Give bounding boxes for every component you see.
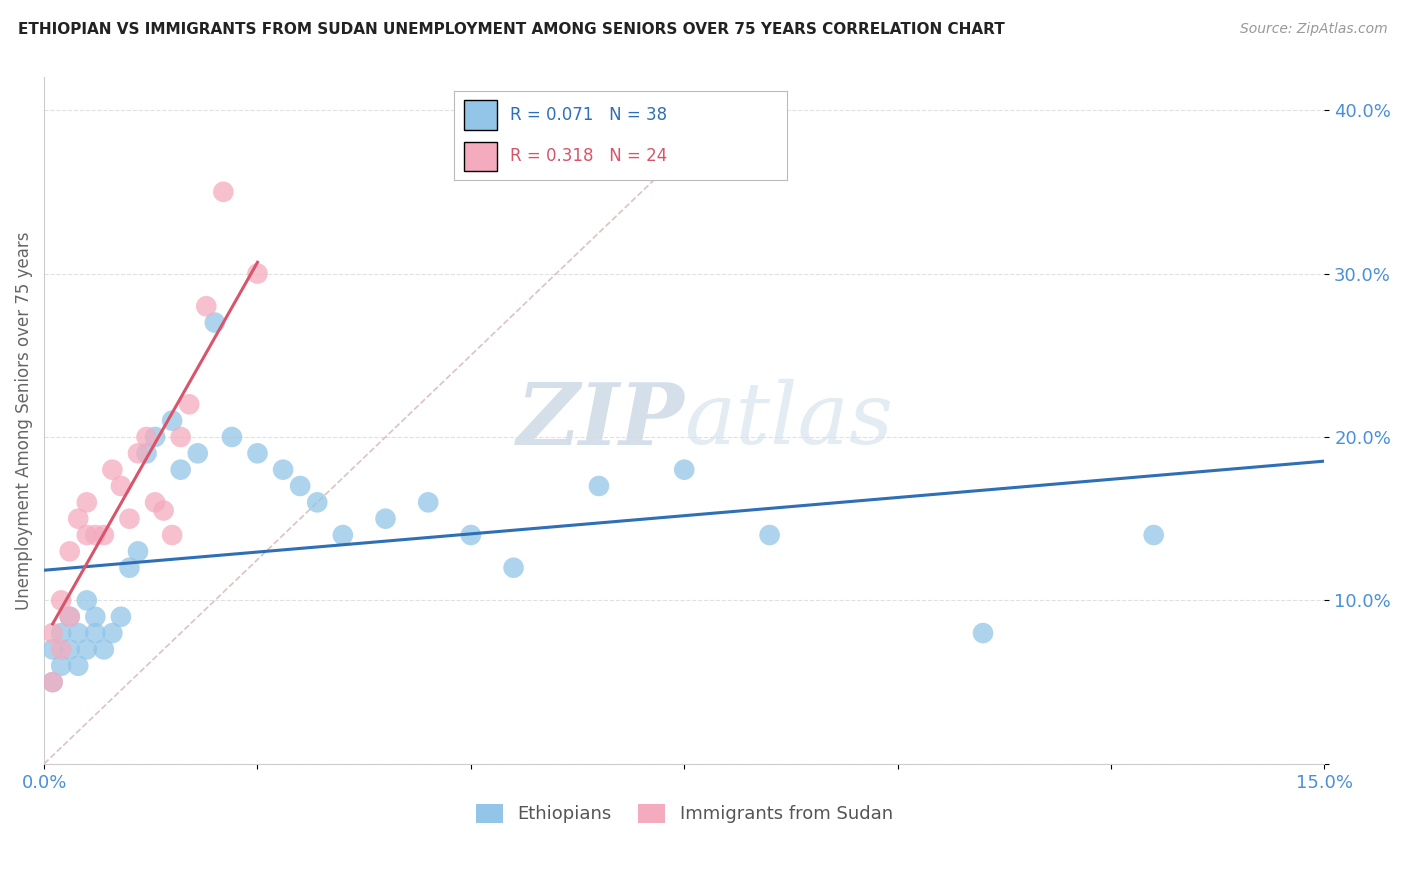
Point	[76, 642, 98, 657]
Point	[41, 642, 63, 657]
Text: Source: ZipAtlas.com: Source: ZipAtlas.com	[1240, 22, 1388, 37]
Point	[170, 463, 193, 477]
Point	[374, 511, 396, 525]
Point	[84, 609, 107, 624]
Point	[502, 560, 524, 574]
Point	[972, 626, 994, 640]
Point	[76, 495, 98, 509]
Legend: Ethiopians, Immigrants from Sudan: Ethiopians, Immigrants from Sudan	[475, 804, 893, 823]
Point	[758, 528, 780, 542]
Point	[41, 675, 63, 690]
Point	[135, 446, 157, 460]
Point	[51, 626, 73, 640]
Point	[170, 430, 193, 444]
Point	[101, 463, 124, 477]
Point	[67, 658, 90, 673]
Point	[59, 544, 82, 558]
Point	[135, 430, 157, 444]
Point	[1143, 528, 1166, 542]
Point	[212, 185, 235, 199]
Point	[127, 544, 149, 558]
Point	[51, 642, 73, 657]
Point	[160, 414, 183, 428]
Point	[288, 479, 311, 493]
Point	[59, 609, 82, 624]
Point	[307, 495, 329, 509]
Point	[332, 528, 354, 542]
Point	[67, 626, 90, 640]
Point	[246, 267, 269, 281]
Point	[101, 626, 124, 640]
Point	[51, 658, 73, 673]
Point	[418, 495, 440, 509]
Text: ETHIOPIAN VS IMMIGRANTS FROM SUDAN UNEMPLOYMENT AMONG SENIORS OVER 75 YEARS CORR: ETHIOPIAN VS IMMIGRANTS FROM SUDAN UNEMP…	[18, 22, 1005, 37]
Point	[51, 593, 73, 607]
Point	[67, 511, 90, 525]
Point	[588, 479, 610, 493]
Point	[59, 609, 82, 624]
Point	[271, 463, 294, 477]
Point	[118, 511, 141, 525]
Point	[76, 528, 98, 542]
Point	[41, 675, 63, 690]
Point	[93, 642, 115, 657]
Point	[84, 528, 107, 542]
Point	[110, 609, 132, 624]
Point	[41, 626, 63, 640]
Point	[143, 495, 166, 509]
Text: atlas: atlas	[685, 379, 893, 462]
Point	[460, 528, 482, 542]
Text: ZIP: ZIP	[516, 379, 685, 462]
Point	[152, 503, 174, 517]
Point	[76, 593, 98, 607]
Point	[93, 528, 115, 542]
Point	[187, 446, 209, 460]
Point	[246, 446, 269, 460]
Point	[221, 430, 243, 444]
Point	[195, 299, 218, 313]
Point	[204, 316, 226, 330]
Point	[179, 397, 201, 411]
Point	[59, 642, 82, 657]
Point	[160, 528, 183, 542]
Point	[127, 446, 149, 460]
Point	[110, 479, 132, 493]
Point	[118, 560, 141, 574]
Y-axis label: Unemployment Among Seniors over 75 years: Unemployment Among Seniors over 75 years	[15, 231, 32, 610]
Point	[84, 626, 107, 640]
Point	[673, 463, 696, 477]
Point	[143, 430, 166, 444]
